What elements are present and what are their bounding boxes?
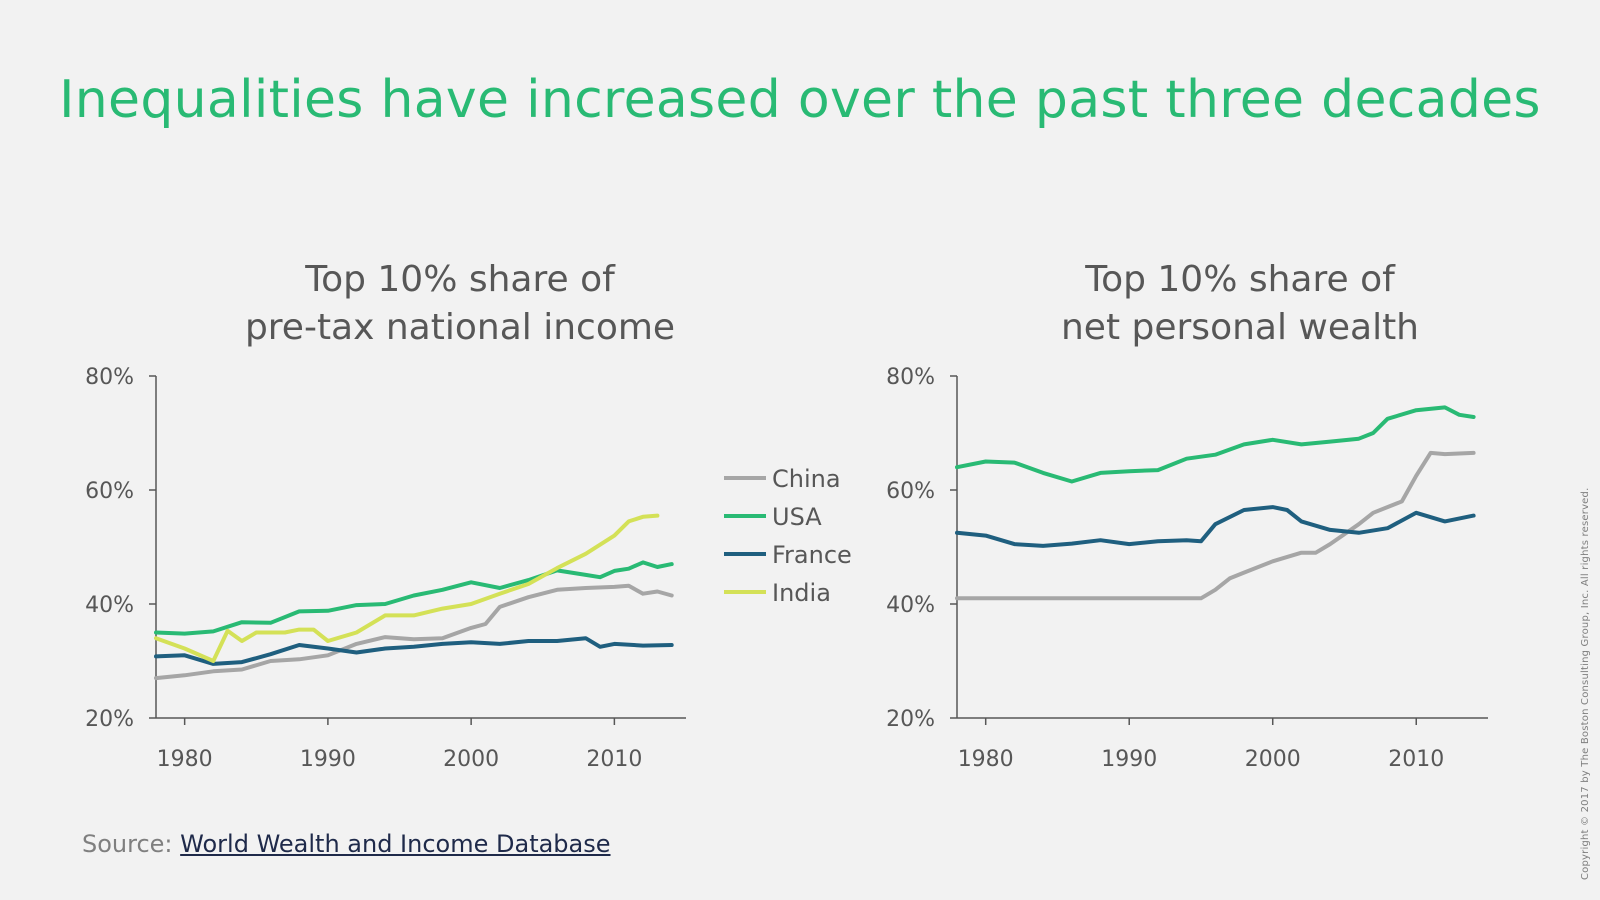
legend-label-india: India (772, 579, 831, 607)
income-series-india-line (154, 513, 660, 663)
wealth-y-tick-label: 60% (886, 479, 935, 504)
income-x-tick-label: 1980 (157, 747, 213, 772)
wealth-series-france-line (955, 505, 1476, 548)
income-chart-title: Top 10% share of pre-tax national income (210, 256, 710, 352)
wealth-chart-title: Top 10% share of net personal wealth (990, 256, 1490, 352)
copyright-notice: Copyright © 2017 by The Boston Consultin… (1580, 487, 1591, 880)
wealth-y-tick-label: 20% (886, 707, 935, 732)
wealth-x-tick-label: 1990 (1101, 747, 1157, 772)
income-y-tick-label: 20% (85, 707, 134, 732)
wealth-x-tick-label: 1980 (958, 747, 1014, 772)
income-x-tick-label: 2010 (586, 747, 642, 772)
income-series-china-line (154, 583, 674, 681)
page-title: Inequalities have increased over the pas… (59, 70, 1541, 130)
legend-label-usa: USA (772, 503, 822, 531)
wealth-x-tick-label: 2000 (1245, 747, 1301, 772)
source-note: Source: World Wealth and Income Database (82, 830, 611, 858)
wealth-chart-title-line2: net personal wealth (1060, 307, 1419, 348)
wealth-series-china-line (955, 450, 1476, 601)
source-link[interactable]: World Wealth and Income Database (180, 830, 611, 858)
income-y-tick-label: 80% (85, 365, 134, 390)
wealth-x-tick-label: 2010 (1388, 747, 1444, 772)
legend-label-france: France (772, 541, 852, 569)
income-y-tick-label: 40% (85, 593, 134, 618)
wealth-y-tick-label: 40% (886, 593, 935, 618)
wealth-chart-title-line1: Top 10% share of (1085, 259, 1395, 300)
income-chart-title-line2: pre-tax national income (244, 307, 676, 348)
income-chart-title-line1: Top 10% share of (305, 259, 615, 300)
income-series-usa-line (154, 560, 674, 636)
wealth-y-tick-label: 80% (886, 365, 935, 390)
income-x-tick-label: 2000 (443, 747, 499, 772)
income-y-tick-label: 60% (85, 479, 134, 504)
wealth-series-usa-line (955, 405, 1476, 484)
legend-label-china: China (772, 465, 841, 493)
income-series-france-line (154, 636, 674, 666)
income-x-tick-label: 1990 (300, 747, 356, 772)
source-label: Source: (82, 830, 173, 858)
